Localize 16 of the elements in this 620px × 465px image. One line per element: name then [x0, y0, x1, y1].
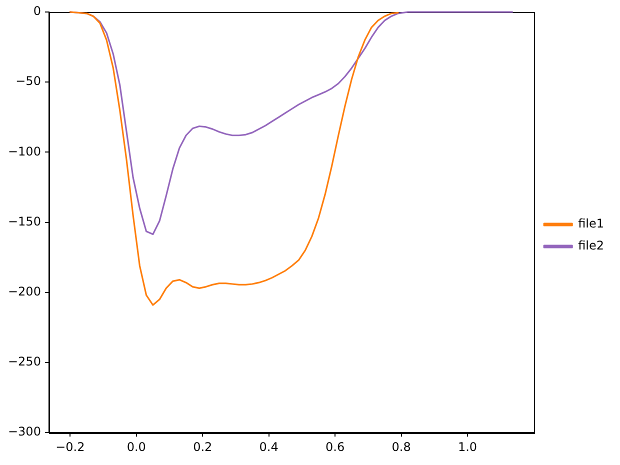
x-tick-label: 0.8 [392, 440, 411, 454]
y-tick-label: 0 [33, 4, 41, 18]
legend-label: file2 [578, 238, 604, 253]
y-tick-label: −250 [8, 354, 41, 369]
y-tick-label: −200 [8, 284, 41, 299]
x-tick-label: 0.0 [126, 440, 146, 454]
x-tick-label: 0.4 [259, 440, 278, 454]
x-tick-label: 0.2 [193, 440, 212, 454]
x-tick-label: −0.2 [56, 440, 85, 454]
y-tick-label: −50 [16, 74, 41, 88]
x-tick-label: 1.0 [458, 440, 478, 454]
legend-label: file1 [578, 216, 604, 231]
y-tick-label: −100 [8, 144, 41, 158]
x-tick-label: 0.6 [326, 440, 345, 454]
y-tick-label: −150 [8, 214, 41, 228]
y-tick-label: −300 [8, 424, 41, 439]
